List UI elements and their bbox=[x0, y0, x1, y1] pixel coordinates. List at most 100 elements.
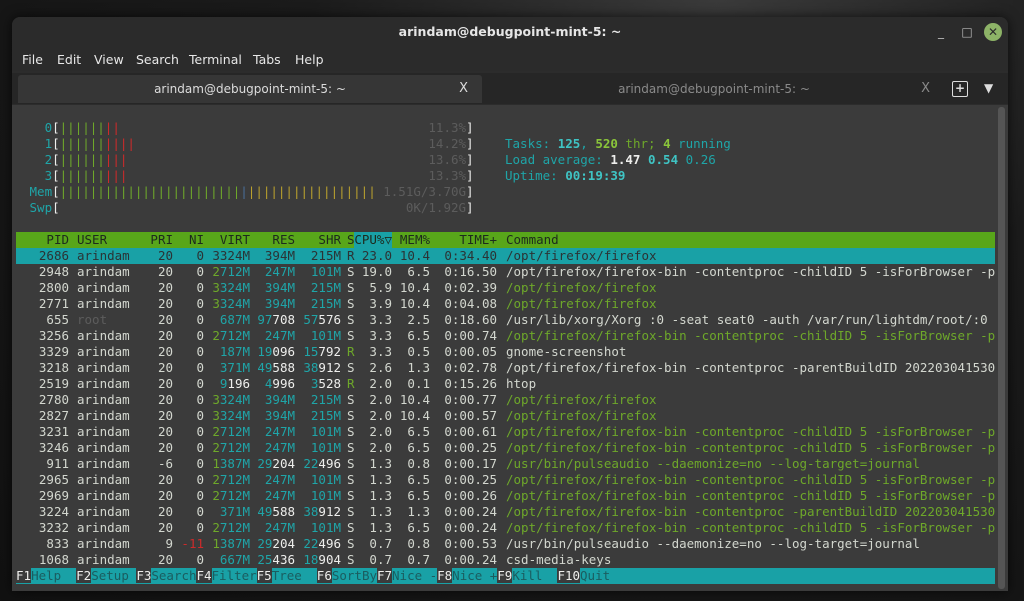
footer-quit[interactable]: F10Quit bbox=[557, 568, 610, 584]
mem-part: 57 bbox=[303, 312, 319, 327]
cell-res: 247M bbox=[265, 440, 295, 456]
process-row[interactable]: 2519 arindam 20 0 9196 4996 3528 R 2.0 0.1 0:15.26… bbox=[16, 376, 995, 392]
menu-search[interactable]: Search bbox=[136, 52, 179, 67]
tab-close-icon[interactable]: X bbox=[459, 81, 468, 96]
menu-file[interactable]: File bbox=[22, 52, 43, 67]
process-row[interactable]: 2780 arindam 20 0 3324M 394M 215M S 2.0 10.4 0:00.… bbox=[16, 392, 995, 408]
footer-search[interactable]: F3Search bbox=[136, 568, 197, 584]
menu-help[interactable]: Help bbox=[295, 52, 324, 67]
function-label: Search bbox=[151, 568, 197, 583]
cell-cmd: gnome-screenshot bbox=[506, 344, 627, 359]
process-row[interactable]: 2965 arindam 20 0 2712M 247M 101M S 1.3 6.5 0:00.2… bbox=[16, 472, 995, 488]
column-header-cmd[interactable]: Command bbox=[506, 232, 559, 247]
process-row[interactable]: 3329 arindam 20 0 187M 19096 15792 R 3.3 0.5 0:00.… bbox=[16, 344, 995, 360]
column-header-shr[interactable]: SHR bbox=[318, 232, 341, 247]
tab-close-icon[interactable]: X bbox=[921, 81, 930, 96]
mem-value: 394M bbox=[264, 296, 295, 311]
footer-help[interactable]: F1Help bbox=[16, 568, 76, 584]
menu-view[interactable]: View bbox=[94, 52, 124, 67]
mem-part: 3 bbox=[310, 376, 319, 391]
mem-value: 101M bbox=[310, 472, 341, 487]
cell-cpu: 19.0 bbox=[361, 264, 392, 279]
title-bar[interactable]: arindam@debugpoint-mint-5: ~ _ □ ✕ bbox=[12, 17, 1008, 47]
menu-terminal[interactable]: Terminal bbox=[189, 52, 242, 67]
cell-cpu: 1.3 bbox=[369, 504, 392, 519]
new-tab-icon[interactable]: + bbox=[952, 81, 968, 97]
cell-pri: 20 bbox=[157, 520, 173, 535]
scrollbar[interactable] bbox=[998, 107, 1005, 589]
function-label: SortBy bbox=[331, 568, 378, 583]
menu-tabs[interactable]: Tabs bbox=[253, 52, 281, 67]
process-row[interactable]: 2969 arindam 20 0 2712M 247M 101M S 1.3 6.5 0:00.2… bbox=[16, 488, 995, 504]
meter-bracket: ] bbox=[466, 120, 474, 135]
mem-value: 394M bbox=[264, 408, 295, 423]
process-row[interactable]: 3231 arindam 20 0 2712M 247M 101M S 2.0 6.5 0:00.6… bbox=[16, 424, 995, 440]
cell-res: 247M bbox=[265, 472, 295, 488]
cell-mem: 10.4 bbox=[399, 408, 430, 423]
footer-tree[interactable]: F5Tree bbox=[256, 568, 317, 584]
process-row[interactable]: 2686 arindam 20 0 3324M 394M 215M R 23.0 10.4 0:34… bbox=[16, 248, 995, 264]
footer-nice-[interactable]: F7Nice - bbox=[376, 568, 437, 584]
process-row[interactable]: 2827 arindam 20 0 3324M 394M 215M S 2.0 10.4 0:00.… bbox=[16, 408, 995, 424]
process-row[interactable]: 1068 arindam 20 0 667M 25436 18904 S 0.7 0.7 0:00.… bbox=[16, 552, 995, 568]
process-row[interactable]: 2800 arindam 20 0 3324M 394M 215M S 5.9 10.4 0:02.… bbox=[16, 280, 995, 296]
menu-edit[interactable]: Edit bbox=[57, 52, 82, 67]
meter-bracket: ] bbox=[466, 152, 474, 167]
process-row[interactable]: 833 arindam 9 -11 1387M 29204 22496 S 0.7 0.8 0:00… bbox=[16, 536, 995, 552]
footer-kill[interactable]: F9Kill bbox=[497, 568, 557, 584]
mem-value: 247M bbox=[264, 264, 295, 279]
process-row[interactable]: 3246 arindam 20 0 2712M 247M 101M S 2.0 6.5 0:00.2… bbox=[16, 440, 995, 456]
process-row[interactable]: 2948 arindam 20 0 2712M 247M 101M S 19.0 6.5 0:16.… bbox=[16, 264, 995, 280]
cell-virt: 2712M bbox=[212, 424, 250, 440]
tab-menu-icon[interactable]: ▼ bbox=[984, 81, 994, 95]
memory-meter: Mem[||||||||||||||||||||||||||||||||||||… bbox=[22, 184, 474, 200]
mem-value: 2712M bbox=[212, 328, 250, 343]
column-header-user[interactable]: USER bbox=[77, 232, 108, 247]
tab-2[interactable]: arindam@debugpoint-mint-5: ~ X bbox=[484, 75, 944, 103]
column-header-mem[interactable]: MEM% bbox=[399, 232, 430, 247]
mem-part: 996 bbox=[272, 376, 295, 391]
cell-virt: 9196 bbox=[220, 376, 250, 392]
swap-meter: Swp[ 0K/1.92G] bbox=[22, 200, 474, 216]
close-button[interactable]: ✕ bbox=[984, 23, 1002, 41]
cell-ni: 0 bbox=[196, 520, 204, 535]
process-row[interactable]: 3256 arindam 20 0 2712M 247M 101M S 3.3 6.5 0:00.7… bbox=[16, 328, 995, 344]
cell-ni: 0 bbox=[196, 296, 204, 311]
cell-user: arindam bbox=[77, 552, 130, 567]
terminal-area[interactable]: 0[|||||||| 11.3%] 1[|||||||||| 14.2%] 2[… bbox=[12, 105, 1008, 591]
process-row[interactable]: 911 arindam -6 0 1387M 29204 22496 S 1.3 0.8 0:00.… bbox=[16, 456, 995, 472]
load-5: 0.54 bbox=[648, 152, 679, 167]
mem-part: 22 bbox=[303, 456, 319, 471]
column-header-time[interactable]: TIME+ bbox=[459, 232, 497, 247]
cell-ni: 0 bbox=[196, 552, 204, 567]
column-header-res[interactable]: RES bbox=[272, 232, 295, 247]
process-row[interactable]: 3224 arindam 20 0 371M 49588 38912 S 1.3 1.3 0:00.… bbox=[16, 504, 995, 520]
process-row[interactable]: 3232 arindam 20 0 2712M 247M 101M S 1.3 6.5 0:00.2… bbox=[16, 520, 995, 536]
cell-user: arindam bbox=[77, 536, 130, 551]
mem-value: 3324M bbox=[212, 408, 250, 423]
tab-1[interactable]: arindam@debugpoint-mint-5: ~ X bbox=[18, 75, 482, 103]
minimize-button[interactable]: _ bbox=[938, 25, 944, 39]
footer-sortby[interactable]: F6SortBy bbox=[316, 568, 378, 584]
process-row[interactable]: 655 root 20 0 687M 97708 57576 S 3.3 2.5 0:18.60/u… bbox=[16, 312, 995, 328]
cell-virt: 687M bbox=[220, 312, 250, 328]
cell-pri: 20 bbox=[157, 312, 173, 327]
cell-shr: 57576 bbox=[303, 312, 341, 328]
process-row[interactable]: 2771 arindam 20 0 3324M 394M 215M S 3.9 10.4 0:04.… bbox=[16, 296, 995, 312]
column-header-pri[interactable]: PRI bbox=[150, 232, 173, 247]
cell-time: 0:00.57 bbox=[444, 408, 497, 423]
cell-pid: 2827 bbox=[38, 408, 69, 423]
footer-nice-[interactable]: F8Nice + bbox=[437, 568, 497, 584]
column-header-cpu[interactable]: CPU%▽ bbox=[354, 232, 392, 248]
process-row[interactable]: 3218 arindam 20 0 371M 49588 38912 S 2.6 1.3 0:02.… bbox=[16, 360, 995, 376]
footer-filter[interactable]: F4Filter bbox=[196, 568, 257, 584]
footer-setup[interactable]: F2Setup bbox=[76, 568, 136, 584]
cell-s: S bbox=[347, 408, 355, 423]
cpu-system-bar: || bbox=[104, 120, 120, 135]
column-header-pid[interactable]: PID bbox=[46, 232, 69, 247]
column-header-virt[interactable]: VIRT bbox=[219, 232, 250, 247]
cell-cpu: 3.3 bbox=[369, 312, 392, 327]
maximize-button[interactable]: □ bbox=[961, 25, 973, 39]
column-header-s[interactable]: S bbox=[347, 232, 355, 247]
column-header-ni[interactable]: NI bbox=[188, 232, 204, 247]
